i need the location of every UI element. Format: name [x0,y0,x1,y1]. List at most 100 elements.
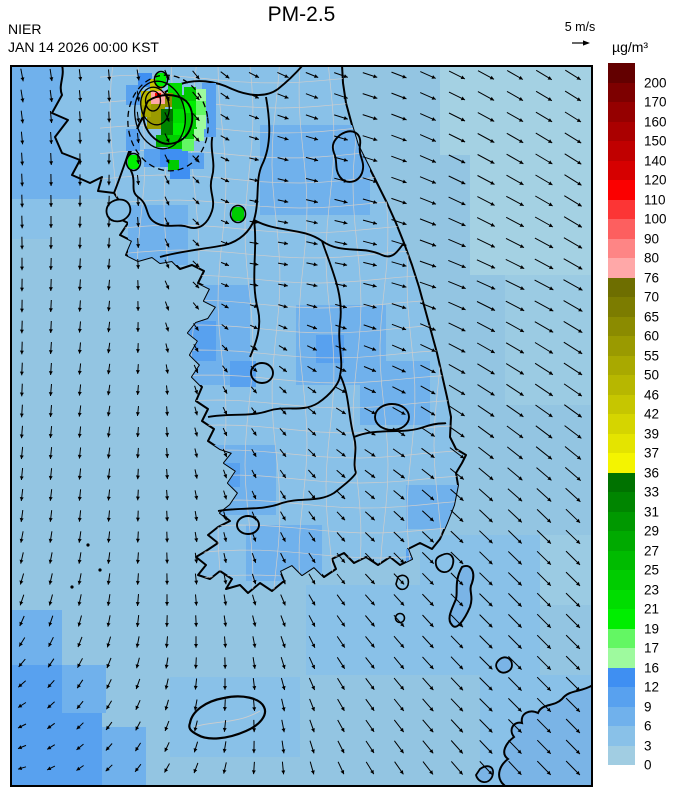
wind-arrow-head [252,389,257,394]
wind-arrow-head [20,308,24,313]
concentration-patch [420,535,540,675]
wind-arrow-head [284,241,288,246]
grid-cell [156,73,166,86]
wind-arrow-head [341,643,345,648]
wind-arrow-head [519,181,524,185]
wind-arrow-head [224,178,230,183]
wind-arrow-head [520,286,525,290]
wind-arrow-head [252,516,257,521]
wind-arrow-head [282,601,286,606]
wind-arrow-head [575,707,580,712]
grid-cell [144,149,160,167]
colorbar-segment [608,609,635,629]
wind-arrow-head [281,707,286,712]
wind-arrow-head [461,180,466,185]
wind-arrow-head [430,453,435,458]
wind-arrow-head [19,517,24,522]
wind-arrow-head [195,179,200,184]
wind-arrow-head [48,642,52,647]
wind-arrow-head [546,560,551,565]
wind-arrow-head [488,749,493,754]
wind-arrow-head [223,664,228,669]
wind-arrow-head [373,158,378,163]
wind-arrow-head [223,558,228,563]
wind-arrow-head [400,601,405,606]
wind-arrow-head [49,203,53,207]
wind-arrow-head [165,496,170,501]
wind-arrow-head [194,453,199,458]
wind-arrow-head [19,621,24,626]
wind-arrow-head [222,748,227,753]
wind-arrow-head [252,601,257,606]
colorbar-segment [608,199,635,219]
wind-arrow-head [370,495,375,499]
colorbar-tick-label: 12 [644,679,660,695]
wind-arrow-head [48,496,53,501]
colorbar-tick-label: 27 [644,543,660,558]
wind-arrow-head [164,726,169,731]
wind-arrow-head [18,662,23,667]
wind-arrow-head [165,243,170,248]
wind-arrow-head [252,707,257,711]
wind-arrow-head [431,221,436,226]
wind-arrow-head [48,287,53,291]
wind-arrow-head [106,705,110,710]
wind-arrow-head [313,262,318,267]
wind-arrow-head [575,602,580,607]
wind-arrow-head [517,602,522,607]
colorbar-segment [608,589,635,609]
colorbar-tick-label: 70 [644,289,660,305]
wind-arrow-head [518,97,523,101]
wind-arrow-head [461,327,466,332]
wind-arrow-head [254,199,259,204]
wind-arrow-head [106,286,111,291]
colorbar-tick-label: 100 [644,211,667,227]
wind-arrow-head [194,474,199,479]
wind-arrow-head [136,286,140,290]
wind-arrow-head [77,643,82,648]
wind-arrow-head [19,559,24,564]
colorbar-segment [608,297,635,317]
wind-arrow-head [107,160,111,165]
wind-arrow-head [458,728,463,733]
wind-arrow-head [106,684,111,689]
wind-arrow-head [48,413,53,417]
wind-arrow-head [20,77,25,82]
wind-arrow-head [77,433,82,438]
wind-arrow-head [281,664,286,669]
wind-arrow-head [224,199,230,204]
grid-cell [161,121,173,135]
wind-arrow-head [283,262,288,267]
wind-arrow-head [254,241,259,246]
wind-arrow-head [281,516,286,521]
colorbar-tick-label: 80 [644,250,660,266]
wind-arrow-head [223,495,228,500]
wind-arrow-head [490,181,495,185]
wind-arrow-head [370,601,375,606]
wind-arrow-head [429,601,434,606]
wind-arrow-head [546,665,551,670]
wind-arrow-head [575,728,580,733]
wind-arrow-head [400,538,405,542]
grid-cell [161,109,173,121]
wind-arrow-head [370,622,375,627]
colorbar-tick-label: 33 [644,484,660,500]
wind-arrow-head [194,347,199,352]
wind-arrow-head [20,119,25,124]
wind-arrow-head [340,727,345,732]
wind-arrow-head [164,747,169,752]
wind-arrow-head [165,348,170,353]
wind-arrow-head [461,159,466,164]
wind-arrow-head [311,516,316,521]
wind-arrow-head [165,138,170,143]
wind-arrow-head [284,74,289,78]
wind-arrow-head [343,95,348,99]
colorbar-segment [608,472,635,492]
wind-arrow-head [490,243,495,248]
kyushu-coast [498,683,593,787]
wind-arrow-head [402,305,407,310]
wind-arrow-head [519,328,524,332]
wind-arrow-head [106,370,111,375]
colorbar-tick-label: 31 [644,504,660,519]
wind-arrow-head [193,706,198,711]
